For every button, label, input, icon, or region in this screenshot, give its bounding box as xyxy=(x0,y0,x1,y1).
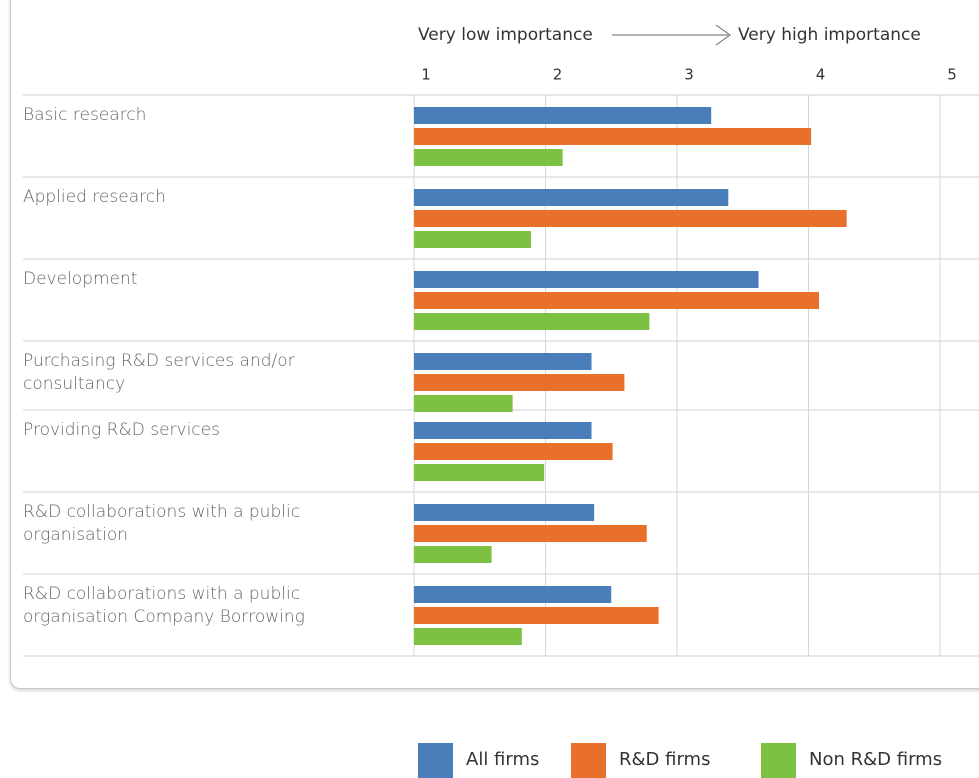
bar xyxy=(414,586,612,603)
bar xyxy=(414,525,647,542)
category-label: Providing R&D services xyxy=(23,420,220,440)
bar xyxy=(414,628,522,645)
legend-label: R&D firms xyxy=(619,749,710,770)
bar xyxy=(414,313,650,330)
legend-swatch xyxy=(571,743,606,778)
bar xyxy=(414,504,595,521)
category-label: Applied research xyxy=(23,187,166,207)
bar xyxy=(414,189,729,206)
bar xyxy=(414,443,613,460)
scale-high-label: Very high importance xyxy=(738,25,921,45)
bar xyxy=(414,128,812,145)
bar xyxy=(414,149,563,166)
bar xyxy=(414,607,659,624)
category-label: Purchasing R&D services and/or consultan… xyxy=(23,351,295,394)
bar xyxy=(414,546,492,563)
scale-low-label: Very low importance xyxy=(418,25,593,45)
x-tick-label: 1 xyxy=(421,66,431,84)
bar xyxy=(414,374,625,391)
category-label: Development xyxy=(23,269,138,289)
x-tick-label: 4 xyxy=(816,66,826,84)
arrow-head xyxy=(715,24,731,46)
legend-swatch xyxy=(761,743,796,778)
bar xyxy=(414,422,592,439)
bar xyxy=(414,353,592,370)
bar xyxy=(414,231,532,248)
bar xyxy=(414,107,712,124)
legend-swatch xyxy=(418,743,453,778)
x-tick-label: 3 xyxy=(684,66,694,84)
x-tick-label: 2 xyxy=(553,66,563,84)
bar xyxy=(414,395,513,412)
bar xyxy=(414,464,545,481)
category-label: R&D collaborations with a public organis… xyxy=(23,502,301,545)
bar xyxy=(414,292,820,309)
category-label: Basic research xyxy=(23,105,147,125)
bar xyxy=(414,210,847,227)
legend-label: All firms xyxy=(466,749,539,770)
bar xyxy=(414,271,759,288)
legend-label: Non R&D firms xyxy=(809,749,942,770)
category-label: R&D collaborations with a public organis… xyxy=(23,584,305,627)
x-tick-label: 5 xyxy=(947,66,957,84)
